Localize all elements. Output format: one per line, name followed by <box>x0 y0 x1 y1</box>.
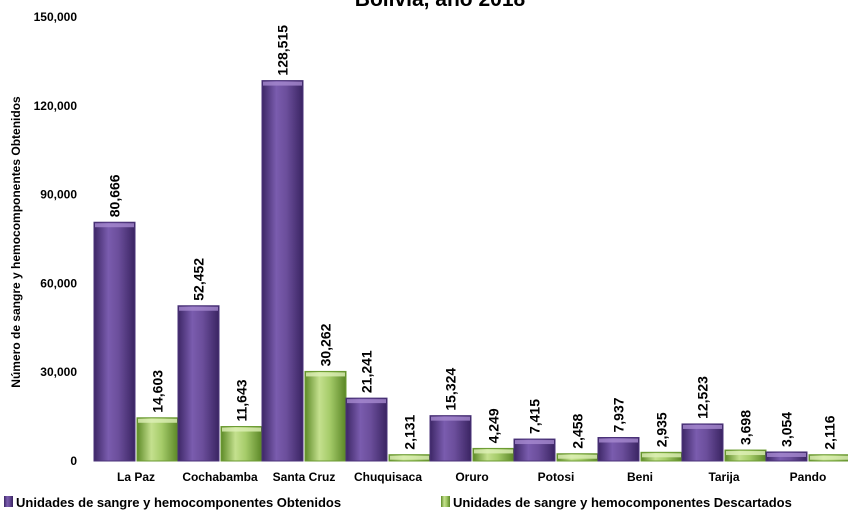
legend-swatch-obtenidos <box>4 496 13 507</box>
bar-obtenidos <box>345 397 388 462</box>
category-label: Oruro <box>455 470 488 484</box>
y-tick-label: 120,000 <box>34 99 78 113</box>
bar-top-highlight <box>390 455 429 460</box>
legend-label-obtenidos: Unidades de sangre y hemocomponentes Obt… <box>16 495 341 510</box>
category-label: Beni <box>627 470 653 484</box>
category-label: Pando <box>790 470 827 484</box>
category-label: Cochabamba <box>182 470 258 484</box>
legend: Unidades de sangre y hemocomponentes Obt… <box>4 495 792 510</box>
category-label: Santa Cruz <box>273 470 336 484</box>
category-label: Tarija <box>708 470 739 484</box>
data-label: 2,458 <box>570 413 586 448</box>
data-label: 2,131 <box>402 414 418 449</box>
data-label: 2,935 <box>654 412 670 447</box>
bar-obtenidos <box>261 80 304 462</box>
y-tick-label: 90,000 <box>40 188 77 202</box>
bar-top-highlight <box>810 455 848 460</box>
y-tick-label: 60,000 <box>40 276 77 290</box>
data-label: 2,116 <box>822 415 838 449</box>
bar-top-highlight <box>726 451 765 456</box>
data-label: 11,643 <box>234 379 250 421</box>
bar-top-highlight <box>263 81 302 86</box>
bar-top-highlight <box>767 452 806 457</box>
chart-title: Bolivia, año 2018 <box>355 0 526 11</box>
legend-swatch-descartados <box>441 496 450 507</box>
legend-label-descartados: Unidades de sangre y hemocomponentes Des… <box>453 495 792 510</box>
bar-descartados <box>304 370 347 462</box>
data-label: 3,054 <box>779 412 795 447</box>
data-label: 21,241 <box>359 350 375 393</box>
bar-top-highlight <box>95 223 134 228</box>
bar-top-highlight <box>642 453 681 458</box>
bar-obtenidos <box>429 415 472 462</box>
data-label: 3,698 <box>738 410 754 445</box>
data-label: 30,262 <box>318 323 334 366</box>
bar-top-highlight <box>138 418 177 423</box>
bar-obtenidos <box>513 438 556 462</box>
y-axis-ticks: 0 30,000 60,000 90,000 120,000 150,000 <box>34 10 78 468</box>
category-label: Potosi <box>538 470 575 484</box>
data-label: 12,523 <box>695 376 711 419</box>
y-tick-label: 150,000 <box>34 10 78 24</box>
data-label: 52,452 <box>191 258 207 301</box>
data-label: 7,937 <box>611 397 627 432</box>
bar-top-highlight <box>179 306 218 311</box>
category-label: Chuquisaca <box>354 470 422 484</box>
data-label: 80,666 <box>107 174 123 217</box>
bar-top-highlight <box>558 454 597 459</box>
bar-top-highlight <box>683 424 722 429</box>
category-labels: La Paz Cochabamba Santa Cruz Chuquisaca Orur… <box>117 470 826 484</box>
data-label: 15,324 <box>443 368 459 411</box>
data-label: 4,249 <box>486 408 502 443</box>
bar-top-highlight <box>431 416 470 421</box>
bar-top-highlight <box>222 427 261 432</box>
data-label: 14,603 <box>150 370 166 413</box>
bar-top-highlight <box>474 449 513 454</box>
category-label: La Paz <box>117 470 155 484</box>
bar-top-highlight <box>515 440 554 445</box>
bar-obtenidos <box>681 423 724 462</box>
data-label: 7,415 <box>527 399 543 434</box>
bar-obtenidos <box>93 221 136 462</box>
bar-descartados <box>136 417 179 462</box>
y-tick-label: 0 <box>70 454 77 468</box>
bar-obtenidos <box>177 305 220 462</box>
bar-top-highlight <box>347 399 386 404</box>
bar-top-highlight <box>599 438 638 443</box>
bar-top-highlight <box>306 372 345 377</box>
bar-obtenidos <box>597 437 640 462</box>
bars-group: 80,666 14,603 52,452 11,643 128,515 30,262 21,… <box>93 25 848 462</box>
y-tick-label: 30,000 <box>40 365 77 379</box>
bar-descartados <box>220 426 263 462</box>
y-axis-label: Número de sangre y hemocomponentes Obten… <box>9 96 23 388</box>
data-label: 128,515 <box>275 25 291 76</box>
